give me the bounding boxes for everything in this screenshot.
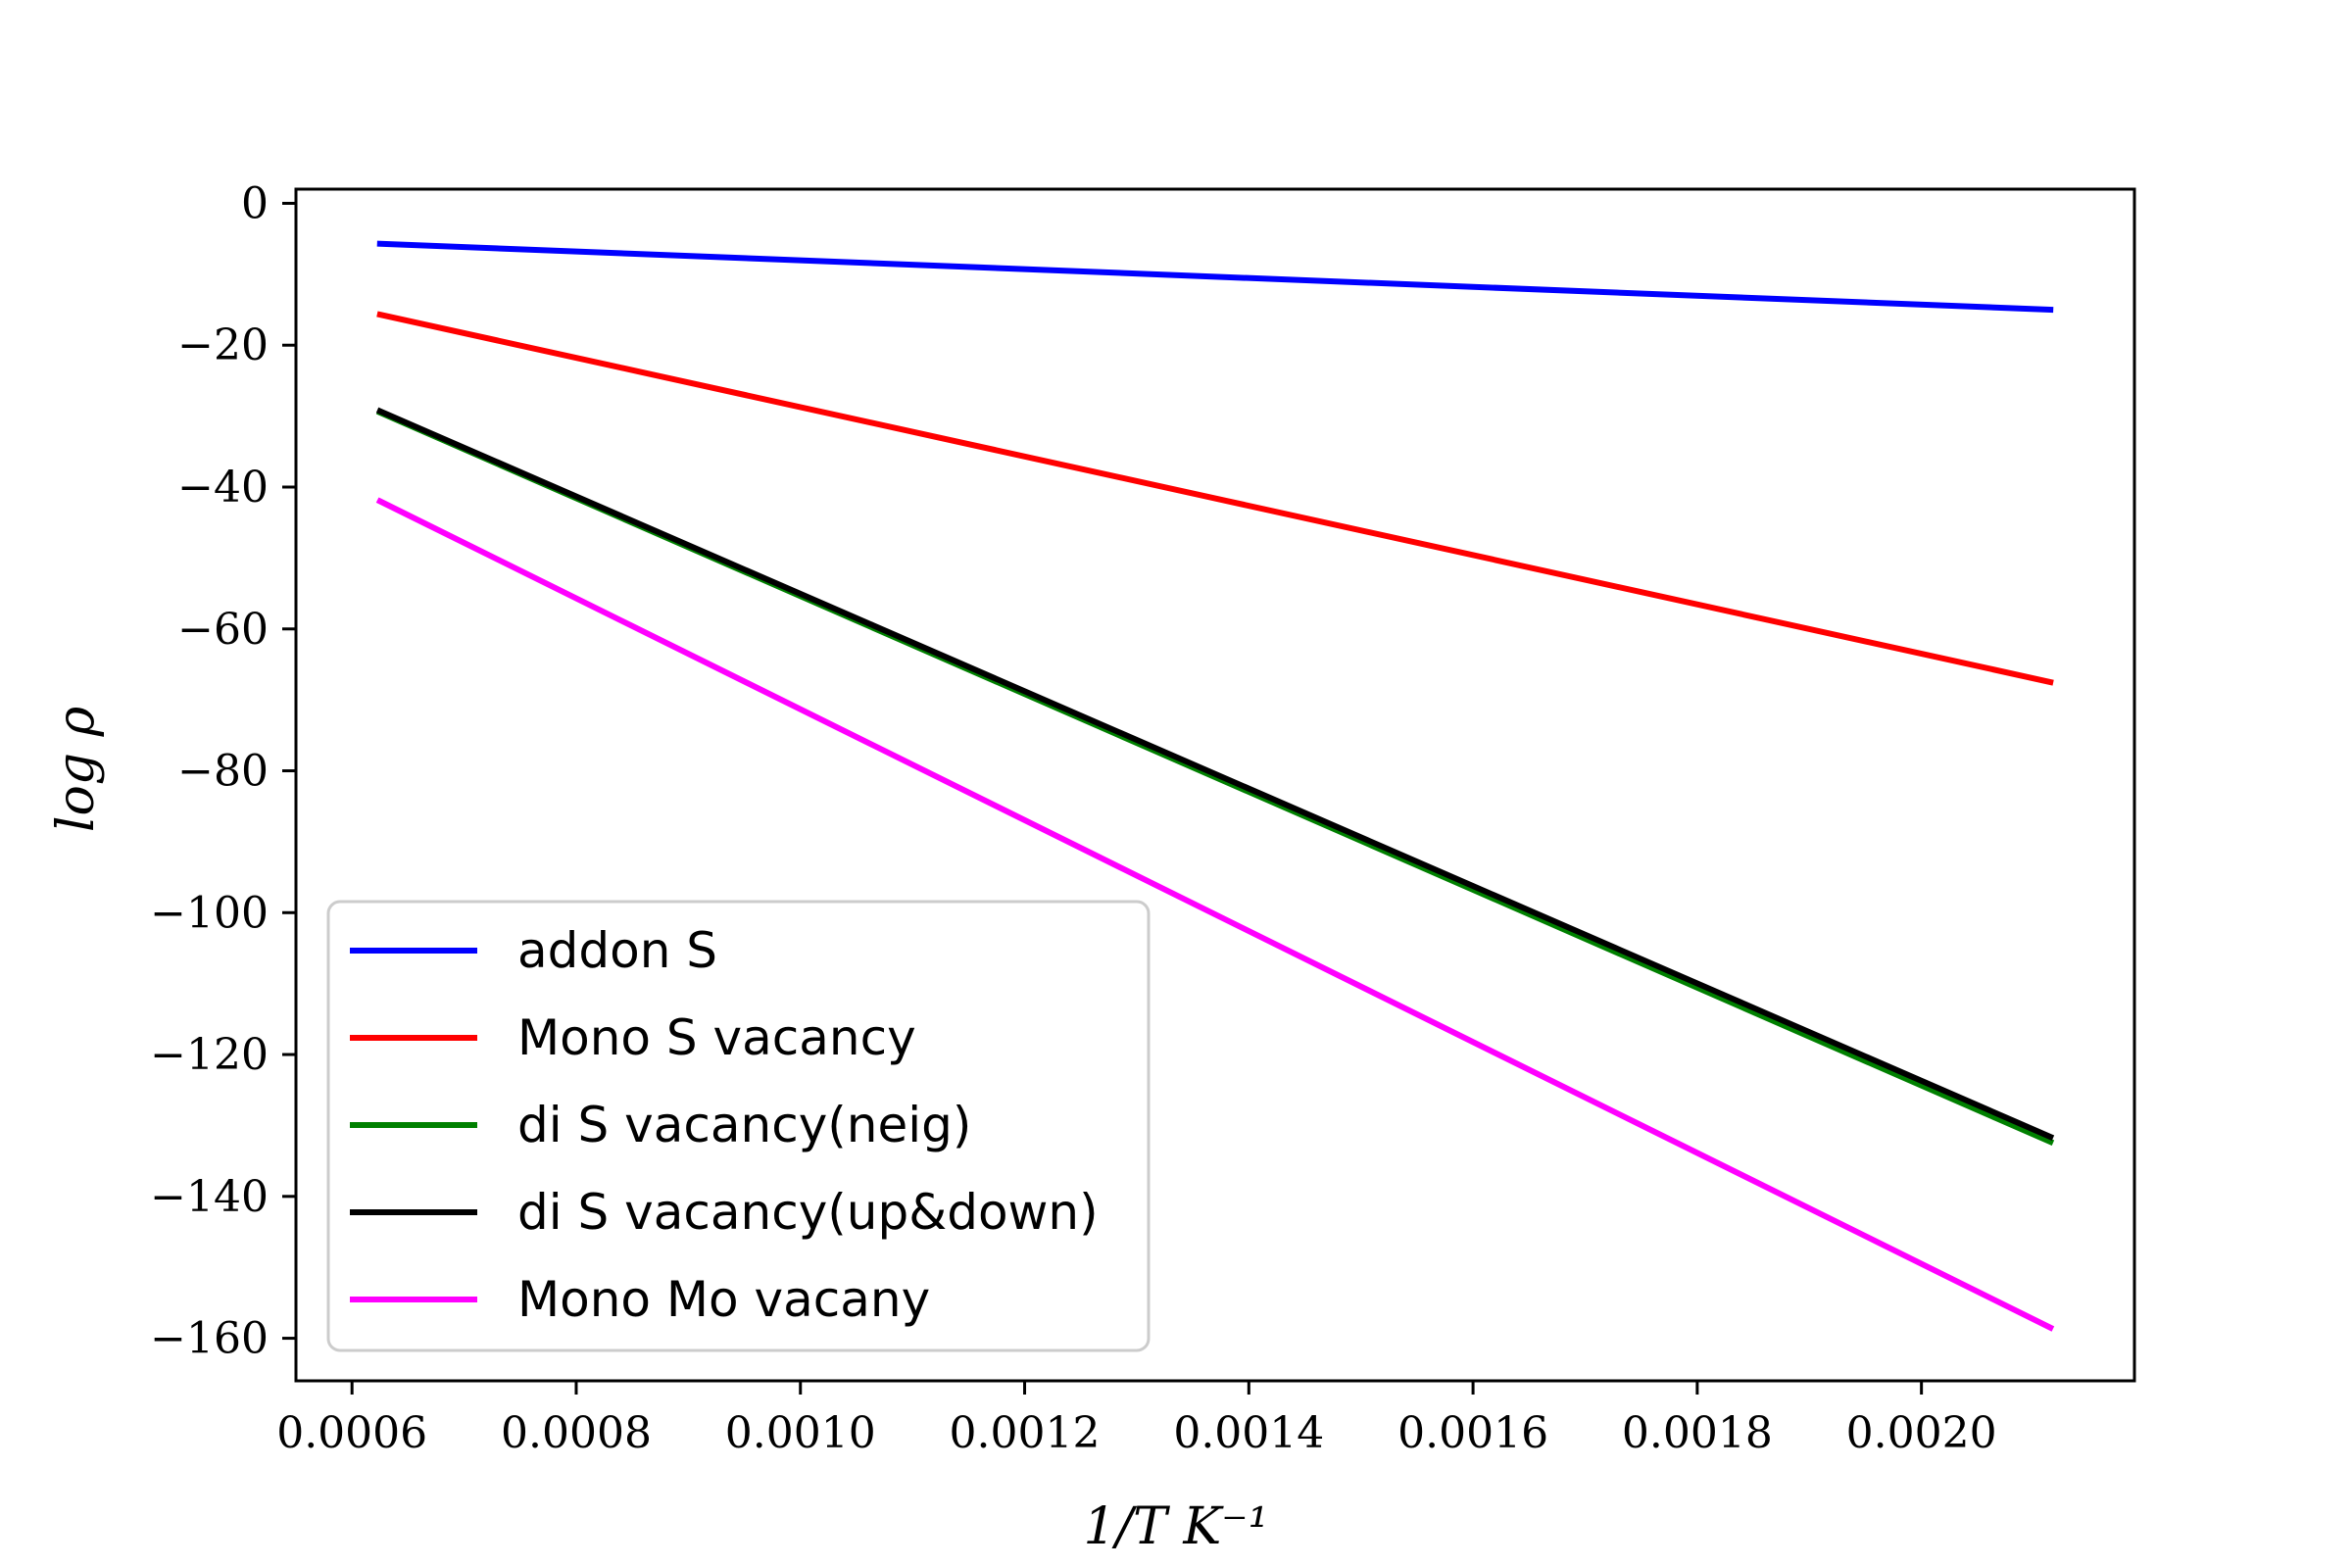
y-tick-label: 0: [241, 178, 269, 228]
y-tick-label: −100: [150, 888, 269, 938]
series-layer: [375, 240, 2055, 1332]
legend: addon S Mono S vacancy di S vacancy(neig) d…: [326, 900, 1151, 1352]
x-axis: 0.0006 0.0008 0.0010 0.0012 0.0014 0.0016 0.00…: [276, 1381, 1997, 1458]
x-tick-label: 0.0020: [1846, 1408, 1997, 1458]
y-axis: 0 −20 −40 −60 −80 −100 −120 −140 −160: [150, 178, 296, 1364]
legend-box: [326, 900, 1151, 1352]
y-tick-label: −20: [177, 320, 269, 370]
x-tick-label: 0.0016: [1397, 1408, 1548, 1458]
x-tick-label: 0.0014: [1173, 1408, 1324, 1458]
series-line-5: [375, 497, 2055, 1332]
x-tick-label: 0.0006: [276, 1408, 427, 1458]
y-tick-label: −120: [150, 1030, 269, 1080]
y-tick-label: −60: [177, 605, 269, 655]
x-tick-label: 0.0008: [501, 1408, 652, 1458]
legend-label-5: Mono Mo vacany: [517, 1271, 930, 1328]
legend-label-2: Mono S vacancy: [517, 1009, 916, 1066]
legend-label-1: addon S: [517, 922, 717, 979]
series-line-2: [376, 311, 2054, 686]
series-line-1: [376, 240, 2054, 314]
y-tick-label: −80: [177, 747, 269, 797]
y-tick-label: −160: [150, 1314, 269, 1364]
y-tick-label: −140: [150, 1172, 269, 1222]
plot-frame: [294, 187, 2136, 1383]
legend-label-4: di S vacancy(up&down): [517, 1184, 1099, 1241]
y-axis-label: log ρ: [47, 706, 106, 832]
y-tick-label: −40: [177, 463, 269, 513]
series-line-4: [375, 407, 2055, 1141]
x-axis-label: 1/T K⁻¹: [1084, 1497, 1269, 1556]
x-tick-label: 0.0010: [725, 1408, 876, 1458]
x-tick-label: 0.0018: [1622, 1408, 1773, 1458]
legend-label-3: di S vacancy(neig): [517, 1097, 971, 1153]
x-tick-label: 0.0012: [950, 1408, 1101, 1458]
